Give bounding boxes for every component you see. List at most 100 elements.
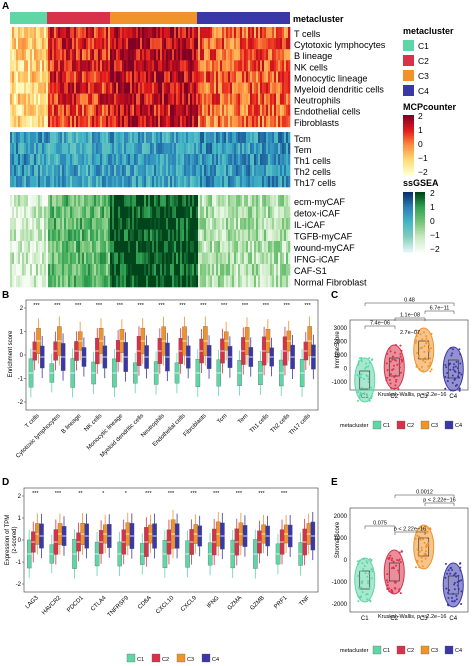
caf-cell <box>108 218 111 230</box>
caf-cell <box>40 229 43 242</box>
caf-cell <box>140 264 143 276</box>
tcell-cell <box>60 154 63 166</box>
panel-c-point <box>393 375 396 378</box>
ssgsea-blue-step <box>403 201 413 203</box>
mcp-cell <box>222 38 225 50</box>
tcell-cell <box>42 132 45 144</box>
caf-cell <box>180 264 183 276</box>
tcell-cell <box>152 176 155 188</box>
caf-cell <box>232 252 235 265</box>
panel-e-point <box>424 550 427 553</box>
mcp-cell <box>250 104 253 117</box>
mcp-cell <box>228 38 231 50</box>
mcp-cell <box>24 115 27 128</box>
caf-cell <box>222 195 225 207</box>
tcell-cell <box>44 132 47 144</box>
mcp-cell <box>188 115 191 128</box>
caf-cell <box>44 275 47 288</box>
mcp-cell <box>20 115 23 128</box>
caf-cell <box>232 264 235 276</box>
mcp-cell <box>272 82 275 94</box>
caf-cell <box>232 229 235 242</box>
caf-cell <box>126 229 129 242</box>
mcp-cell <box>26 104 29 117</box>
mcp-cell <box>212 93 215 105</box>
caf-cell <box>234 218 237 230</box>
mcp-cell <box>206 115 209 128</box>
mcp-cell <box>170 38 173 50</box>
caf-cell <box>202 195 205 207</box>
mcp-cell <box>54 82 57 94</box>
panel-e-point <box>416 548 419 551</box>
mcp-cell <box>138 71 141 83</box>
mcp-cell <box>236 27 239 39</box>
caf-cell <box>212 206 215 219</box>
mcp-cell <box>114 93 117 105</box>
mcp-cell <box>192 49 195 61</box>
caf-cell <box>10 241 13 253</box>
tcell-cell <box>208 176 211 188</box>
mcp-cell <box>176 82 179 94</box>
mcp-cell <box>104 115 107 128</box>
ssgsea-green-step <box>415 205 425 208</box>
caf-cell <box>274 195 277 207</box>
bottom-legend-label: C4 <box>212 657 219 663</box>
panel-c-point <box>400 358 403 361</box>
caf-cell <box>64 252 67 265</box>
mcp-cell <box>96 115 99 128</box>
caf-cell <box>266 252 269 265</box>
caf-cell <box>112 252 115 265</box>
ssgsea-green-step <box>415 243 425 245</box>
tcell-cell <box>252 132 255 144</box>
mcp-cell <box>58 71 61 83</box>
caf-cell <box>182 264 185 276</box>
mcp-cell <box>142 115 145 128</box>
caf-cell <box>146 229 149 242</box>
mcp-cell <box>98 104 101 117</box>
caf-cell <box>28 264 31 276</box>
mcp-cell <box>12 49 15 61</box>
mcp-cell <box>206 104 209 117</box>
ssgsea-green-step <box>415 196 425 199</box>
tcell-cell <box>86 165 89 177</box>
caf-cell <box>242 229 245 242</box>
panel-b-xlabel: Tem <box>237 413 249 425</box>
caf-cell <box>210 195 213 207</box>
tcell-cell <box>260 132 263 144</box>
mcp-cell <box>82 27 85 39</box>
mcp-cell <box>258 38 261 50</box>
caf-cell <box>134 264 137 276</box>
mcp-cell <box>106 115 109 128</box>
caf-cell <box>30 195 33 207</box>
caf-cell <box>274 218 277 230</box>
mcp-colorbar-step <box>403 137 414 140</box>
tcell-cell <box>84 132 87 144</box>
tcell-cell <box>222 165 225 177</box>
caf-cell <box>150 275 153 288</box>
tcell-cell <box>14 165 17 177</box>
mcp-cell <box>54 115 57 128</box>
mcp-cell <box>210 60 213 72</box>
caf-cell <box>224 275 227 288</box>
tcell-cell <box>116 143 119 155</box>
caf-cell <box>202 218 205 230</box>
panel-c-point <box>393 387 396 390</box>
tcell-cell <box>10 154 13 166</box>
panel-c-point <box>386 376 389 379</box>
tcell-cell <box>82 154 85 166</box>
mcp-cell <box>158 49 161 61</box>
metacluster-legend-label: C1 <box>418 41 429 51</box>
mcp-cell <box>282 93 285 105</box>
caf-cell <box>90 252 93 265</box>
tcell-cell <box>222 154 225 166</box>
caf-cell <box>118 195 121 207</box>
caf-cell <box>202 275 205 288</box>
mcp-cell <box>116 27 119 39</box>
panel-e-point <box>399 561 402 564</box>
mcp-cell <box>166 71 169 83</box>
panel-e-point <box>444 562 447 565</box>
panel-c-point <box>389 350 392 353</box>
panel-e-point <box>363 564 366 567</box>
panel-e-point <box>447 569 450 572</box>
mcp-cell <box>108 27 111 39</box>
